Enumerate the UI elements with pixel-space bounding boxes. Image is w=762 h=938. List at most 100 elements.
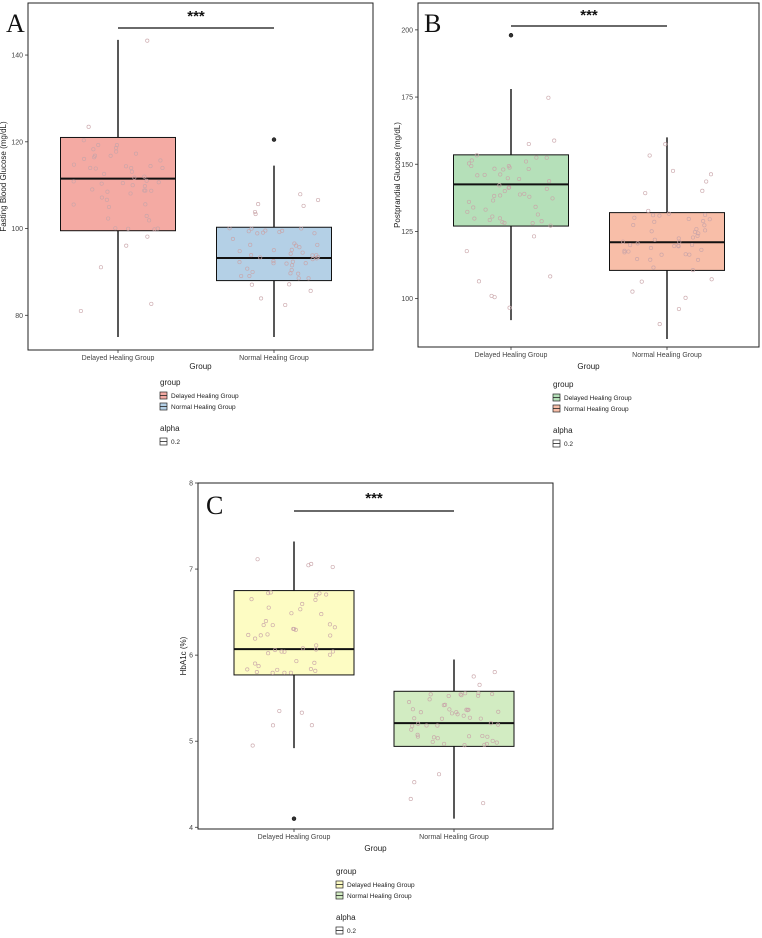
legend-title: group <box>160 378 181 387</box>
y-tick-label: 200 <box>401 27 413 34</box>
jitter-point <box>158 158 163 163</box>
jitter-point <box>130 183 135 188</box>
jitter-point <box>447 707 452 712</box>
jitter-point <box>289 247 294 252</box>
jitter-point <box>476 690 481 696</box>
jitter-point <box>501 167 506 172</box>
jitter-point <box>93 166 98 171</box>
jitter-point <box>690 242 695 248</box>
jitter-point <box>465 209 470 214</box>
significance-label: *** <box>187 8 205 25</box>
jitter-point <box>298 192 303 197</box>
jitter-point <box>533 204 538 209</box>
jitter-point <box>279 649 284 654</box>
jitter-point <box>308 288 313 293</box>
jitter-point <box>293 243 299 248</box>
jitter-point <box>105 189 110 194</box>
jitter-point <box>283 302 288 308</box>
jitter-point <box>129 166 134 171</box>
jitter-point <box>316 197 321 203</box>
jitter-point <box>530 221 535 226</box>
jitter-point <box>258 633 263 638</box>
jitter-point <box>471 674 476 679</box>
jitter-point <box>237 249 242 254</box>
jitter-point <box>266 605 271 610</box>
jitter-point <box>694 227 699 232</box>
jitter-point <box>676 243 681 248</box>
jitter-point <box>659 252 664 257</box>
jitter-point <box>298 607 303 612</box>
jitter-point <box>526 141 531 147</box>
jitter-point <box>245 266 250 271</box>
jitter-point <box>498 172 503 177</box>
jitter-point <box>467 715 472 720</box>
jitter-point <box>261 623 266 628</box>
jitter-point <box>289 611 294 616</box>
jitter-point <box>635 257 640 262</box>
jitter-point <box>132 175 137 180</box>
jitter-point <box>113 226 118 231</box>
jitter-point <box>410 707 415 712</box>
jitter-point <box>546 95 551 100</box>
jitter-point <box>459 693 464 698</box>
jitter-point <box>550 196 555 201</box>
jitter-point <box>124 243 129 248</box>
y-tick-label: 8 <box>189 481 193 488</box>
jitter-point <box>270 723 276 728</box>
jitter-point <box>327 622 332 627</box>
jitter-point <box>657 322 662 327</box>
jitter-point <box>523 159 529 164</box>
jitter-point <box>289 267 294 273</box>
panel-letter: A <box>6 9 25 38</box>
jitter-point <box>490 738 495 743</box>
jitter-point <box>123 164 129 169</box>
jitter-point <box>496 709 501 714</box>
y-tick-label: 125 <box>401 229 413 236</box>
jitter-point <box>506 164 511 169</box>
jitter-point <box>249 597 254 602</box>
jitter-point <box>531 234 537 239</box>
jitter-point <box>449 711 455 716</box>
jitter-point <box>313 593 319 598</box>
jitter-point <box>253 636 258 641</box>
box-delayed <box>60 38 176 337</box>
jitter-point <box>270 670 275 675</box>
jitter-point <box>246 229 251 234</box>
jitter-point <box>152 227 157 232</box>
jitter-point <box>106 204 112 210</box>
legend-entry: Delayed Healing Group <box>564 395 632 402</box>
legend-alpha-title: alpha <box>553 426 573 435</box>
jitter-point <box>482 742 487 747</box>
jitter-point <box>409 727 414 732</box>
jitter-point <box>128 191 133 196</box>
y-tick-label: 120 <box>11 139 23 146</box>
jitter-point <box>317 591 322 596</box>
legend-entry: Normal Healing Group <box>564 406 629 413</box>
jitter-point <box>86 124 91 129</box>
jitter-point <box>313 668 318 673</box>
x-tick-label: Delayed Healing Group <box>475 352 548 359</box>
box-delayed <box>233 541 355 821</box>
jitter-point <box>149 188 154 193</box>
jitter-point <box>475 173 480 178</box>
jitter-point <box>666 211 671 216</box>
jitter-point <box>90 187 95 192</box>
jitter-point <box>315 242 320 247</box>
jitter-point <box>632 215 637 220</box>
jitter-point <box>695 257 701 262</box>
jitter-point <box>535 212 540 217</box>
jitter-point <box>297 245 302 250</box>
jitter-point <box>254 669 259 675</box>
jitter-point <box>497 183 502 188</box>
jitter-point <box>309 723 314 728</box>
jitter-point <box>271 259 276 264</box>
jitter-point <box>663 142 668 147</box>
box-delayed <box>453 33 569 321</box>
jitter-point <box>145 38 150 43</box>
y-tick-label: 6 <box>189 653 193 660</box>
jitter-point <box>282 670 287 675</box>
jitter-point <box>652 219 657 224</box>
jitter-point <box>275 667 280 672</box>
jitter-point <box>282 649 287 654</box>
jitter-point <box>498 193 503 198</box>
